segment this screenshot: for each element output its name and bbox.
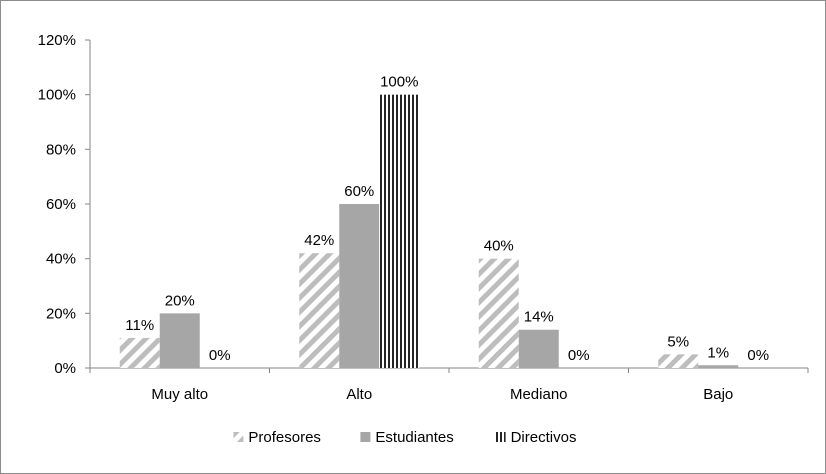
bar-estudiantes bbox=[339, 204, 380, 368]
y-tick-label: 100% bbox=[38, 87, 76, 104]
legend-swatch-directivos bbox=[495, 432, 506, 442]
y-tick-label: 80% bbox=[46, 141, 76, 158]
legend-label: Profesores bbox=[248, 429, 321, 446]
x-tick-label: Bajo bbox=[703, 386, 733, 403]
data-label: 0% bbox=[209, 347, 231, 364]
y-tick-label: 60% bbox=[46, 196, 76, 213]
data-label: 0% bbox=[568, 347, 590, 364]
data-label: 100% bbox=[380, 74, 418, 91]
y-tick-label: 0% bbox=[54, 360, 76, 377]
data-label: 0% bbox=[747, 347, 769, 364]
y-axis: 0% 20% 40% 60% 80% 100% 120% bbox=[38, 32, 91, 377]
bar-profesores bbox=[478, 258, 519, 368]
bar-estudiantes bbox=[698, 365, 739, 368]
y-tick-label: 120% bbox=[38, 32, 76, 49]
legend-label: Directivos bbox=[511, 429, 577, 446]
bar-profesores bbox=[658, 354, 699, 368]
bar-directivos bbox=[379, 94, 420, 369]
bar-estudiantes bbox=[518, 329, 559, 368]
data-labels: 11% 20% 0% 42% 60% 100% 40% 14% 0% 5% 1% 0% bbox=[125, 74, 769, 364]
data-label: 20% bbox=[165, 292, 195, 309]
x-tick-label: Muy alto bbox=[151, 386, 208, 403]
data-label: 1% bbox=[707, 344, 729, 361]
x-tick-label: Mediano bbox=[510, 386, 568, 403]
data-label: 14% bbox=[524, 309, 554, 326]
legend-swatch-profesores bbox=[233, 432, 244, 442]
y-tick-label: 40% bbox=[46, 251, 76, 268]
x-tick-label: Alto bbox=[346, 386, 372, 403]
y-tick-label: 20% bbox=[46, 305, 76, 322]
legend-swatch-estudiantes bbox=[360, 432, 371, 442]
data-label: 42% bbox=[304, 232, 334, 249]
data-label: 11% bbox=[125, 317, 154, 334]
data-label: 40% bbox=[484, 238, 514, 255]
data-label: 60% bbox=[344, 183, 374, 200]
legend-label: Estudiantes bbox=[375, 429, 453, 446]
bars bbox=[119, 94, 739, 369]
legend: Profesores Estudiantes Directivos bbox=[233, 429, 576, 446]
bar-estudiantes bbox=[159, 313, 200, 368]
bar-profesores bbox=[299, 253, 340, 368]
bar-profesores bbox=[119, 337, 160, 368]
data-label: 5% bbox=[667, 333, 689, 350]
